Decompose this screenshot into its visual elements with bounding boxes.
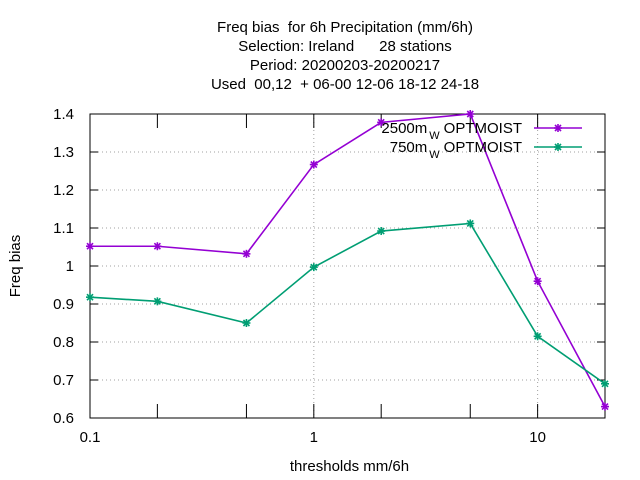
data-point-d2 xyxy=(86,242,94,250)
data-point-d2 xyxy=(310,160,318,169)
y-tick-label: 0.6 xyxy=(53,410,74,427)
data-point-d2 xyxy=(86,293,94,301)
data-point xyxy=(86,242,94,251)
data-point-d2 xyxy=(310,263,318,271)
y-tick-label: 0.9 xyxy=(53,296,74,313)
series-line xyxy=(90,113,606,407)
series-2 xyxy=(86,219,609,388)
legend-label: 750m W OPTMOIST xyxy=(390,139,522,161)
legend-entry-1: 2500m W OPTMOIST xyxy=(381,120,582,142)
grid-lines xyxy=(90,114,605,418)
data-point-d2 xyxy=(153,242,161,250)
axis-ticks: 0.6 0.7 0.8 0.9 1 1.1 1.2 1.3 1.4 0.1 1 10 xyxy=(53,106,606,446)
data-point-d2 xyxy=(534,332,542,340)
y-tick-label: 1.1 xyxy=(53,220,74,237)
legend-swatch-marker xyxy=(554,124,562,132)
x-tick-label: 0.1 xyxy=(80,429,101,446)
data-point xyxy=(601,379,609,388)
series-line xyxy=(89,222,606,385)
y-tick-label: 0.8 xyxy=(53,334,74,351)
data-point xyxy=(153,242,162,251)
y-tick-label: 1.2 xyxy=(53,182,74,199)
data-point-d2 xyxy=(601,380,609,388)
legend-entry-2: 750m W OPTMOIST xyxy=(390,139,582,161)
y-tick-label: 1.4 xyxy=(53,106,74,123)
data-point xyxy=(601,402,609,411)
series-layer xyxy=(86,110,609,411)
data-point xyxy=(242,249,251,258)
data-point xyxy=(309,263,318,272)
data-point xyxy=(377,227,386,236)
data-point-d2 xyxy=(466,219,474,228)
plot-border xyxy=(89,113,606,419)
y-tick-label: 0.7 xyxy=(53,372,74,389)
data-point-d2 xyxy=(534,277,542,285)
x-axis-title: thresholds mm/6h xyxy=(290,458,409,475)
x-tick-label: 10 xyxy=(529,429,546,446)
series-1 xyxy=(86,110,609,411)
data-point-d2 xyxy=(466,110,474,118)
data-point-d2 xyxy=(242,250,251,258)
data-point-d2 xyxy=(242,319,251,327)
data-point xyxy=(533,277,542,286)
y-axis-title: Freq bias xyxy=(7,235,24,298)
chart-title-line-2: Selection: Ireland 28 stations xyxy=(238,38,452,55)
data-point xyxy=(242,319,251,327)
legend-swatch-marker xyxy=(554,143,562,151)
data-point xyxy=(533,332,542,341)
data-point-d2 xyxy=(601,403,609,411)
chart-title-line-1: Freq bias for 6h Precipitation (mm/6h) xyxy=(217,19,473,36)
x-tick-label: 1 xyxy=(310,429,318,446)
data-point xyxy=(466,219,475,228)
data-point xyxy=(86,293,94,302)
data-point-d2 xyxy=(377,118,385,126)
data-point xyxy=(309,160,318,169)
y-tick-label: 1 xyxy=(66,258,74,275)
data-point xyxy=(377,118,386,127)
data-point-d2 xyxy=(153,297,161,305)
data-point xyxy=(466,110,475,118)
data-point xyxy=(153,297,162,306)
data-point-d2 xyxy=(377,227,385,235)
legend-label: 2500m W OPTMOIST xyxy=(381,120,522,142)
y-tick-label: 1.3 xyxy=(53,144,74,161)
chart-title-line-4: Used 00,12 + 06-00 12-06 18-12 24-18 xyxy=(210,76,480,93)
chart-title-line-3: Period: 20200203-20200217 xyxy=(249,57,441,74)
